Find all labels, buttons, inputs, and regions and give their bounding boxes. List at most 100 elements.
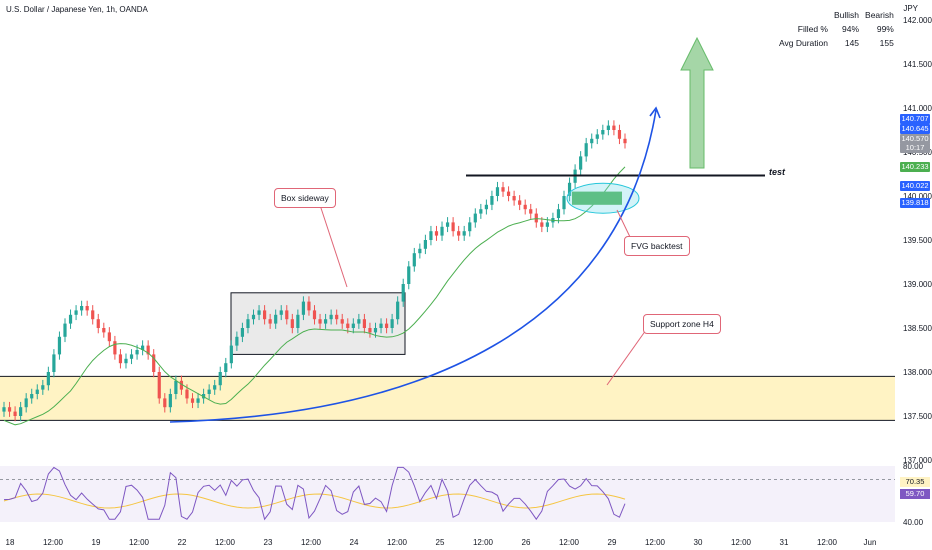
y-tick-label: 137.000 [903,456,932,465]
candle-body [19,407,23,416]
stats-row: Avg Duration 145 155 [776,36,897,50]
candle-body [506,191,511,196]
x-tick-label: 26 [522,538,531,547]
candle-body [529,209,533,214]
y-tick-label: 138.500 [903,324,932,333]
candle-body [335,314,339,320]
candle-body [107,332,111,342]
candle-body [190,398,195,403]
candle-body [590,138,594,144]
rsi-tick-label: 80.00 [903,462,924,471]
candle-body [451,222,455,232]
candle-body [384,323,389,328]
rsi-line [3,466,626,521]
candle-body [440,226,444,236]
candle-body [179,380,184,390]
candle-body [340,319,344,324]
candle-body [523,204,527,210]
x-tick-label: 23 [264,538,273,547]
x-tick-label: Jun [864,538,877,547]
candle-body [545,222,549,227]
candle-body [118,354,123,364]
candle-body [346,323,350,328]
price-tag-resistance: 140.233 [900,162,930,172]
candle-body [246,319,250,328]
x-tick-label: 12:00 [387,538,408,547]
support-zone-callout[interactable]: Support zone H4 [643,314,721,334]
stats-bearish-value: 155 [879,38,894,48]
candle-body [74,310,78,315]
symbol-title: U.S. Dollar / Japanese Yen, 1h, OANDA [6,5,148,14]
candle-body [141,345,145,350]
candle-body [429,231,433,240]
candle-body [401,284,405,302]
candle-body [390,319,394,328]
candle-body [41,385,45,390]
candle-body [373,328,378,333]
rsi-band [0,466,895,522]
candle-body [307,301,311,311]
moving-average-line [3,166,626,426]
stats-header-bearish: Bearish [865,10,894,20]
candle-body [584,143,588,157]
box-sideway-callout[interactable]: Box sideway [274,188,336,208]
candle-body [434,231,439,236]
x-tick-label: 12:00 [129,538,150,547]
candle-body [163,398,167,408]
candle-body [623,138,627,144]
y-tick-label: 138.000 [903,368,932,377]
support-zone [0,376,895,421]
candle-body [534,213,538,223]
candle-body [168,394,172,408]
candle-body [484,204,488,210]
candle-body [423,240,427,249]
candle-body [35,389,39,394]
fvg-ellipse [566,182,640,214]
candle-body [257,310,261,315]
candle-body [185,389,189,399]
candle-body [113,341,117,355]
candle-body [251,314,256,320]
price-tag-last: 140.570 [900,134,930,144]
candle-body [2,407,6,412]
fvg-backtest-callout[interactable]: FVG backtest [624,236,690,256]
stats-row-label: Avg Duration [779,38,828,48]
candle-body [52,354,56,372]
price-tag-fvg-top: 140.022 [900,181,930,191]
candle-body [479,209,483,214]
candle-body [207,389,211,394]
candle-body [490,196,494,205]
candle-body [351,323,355,328]
candle-body [91,310,95,320]
candle-body [218,372,222,386]
candle-body [462,231,466,236]
candle-body [457,231,461,236]
candle-body [274,314,278,324]
candle-body [445,222,450,227]
candle-body [296,314,300,328]
candle-body [396,301,400,320]
candle-body [579,156,583,170]
bullish-arrow [680,36,714,169]
x-tick-label: 12:00 [215,538,236,547]
candle-body [540,222,544,227]
candle-body [468,222,472,232]
countdown-tag: 10:17 [900,143,930,153]
stats-bullish-value: 94% [842,24,860,34]
y-tick-label: 137.500 [903,412,932,421]
candle-body [7,407,12,412]
x-tick-label: 12:00 [43,538,64,547]
candle-body [229,345,233,364]
candle-body [323,319,328,324]
candle-body [85,306,89,311]
x-tick-label: 12:00 [473,538,494,547]
candle-body [562,196,566,210]
candle-body [146,345,150,355]
x-tick-label: 30 [694,538,703,547]
rsi-ma-tag: 70.35 [900,477,930,487]
x-tick-label: 12:00 [301,538,322,547]
stats-row-label: Filled % [797,24,828,34]
x-tick-label: 29 [608,538,617,547]
candle-body [279,310,283,315]
